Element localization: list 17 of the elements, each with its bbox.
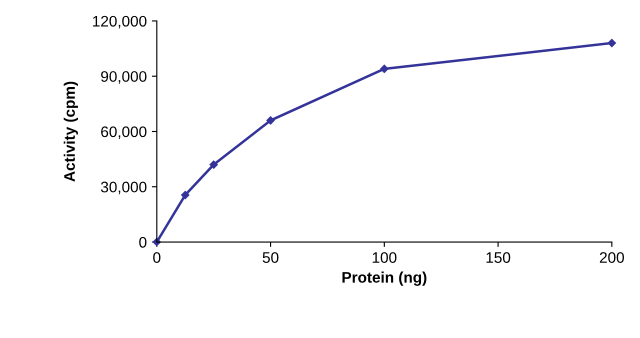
point [380,64,388,73]
point [210,160,218,169]
x-tick-label: 200 [600,252,624,263]
y-tick-label: 60,000 [101,126,146,139]
y-tick-label: 30,000 [100,182,146,194]
y-tick-label: 120,000 [93,16,146,28]
x-tick-label: 0 [153,252,160,263]
x-tick-label: 50 [262,252,278,263]
point [181,190,190,200]
y-tick-label: 0 [139,236,146,248]
point [266,116,275,125]
x-tick-label: 100 [372,252,396,263]
y-axis-title: Activity (cpm) [64,82,78,182]
point [608,38,616,48]
x-axis-title: Protein (ng) [342,272,426,286]
x-tick-label: 150 [486,252,510,263]
y-tick-label: 90,000 [101,71,146,84]
